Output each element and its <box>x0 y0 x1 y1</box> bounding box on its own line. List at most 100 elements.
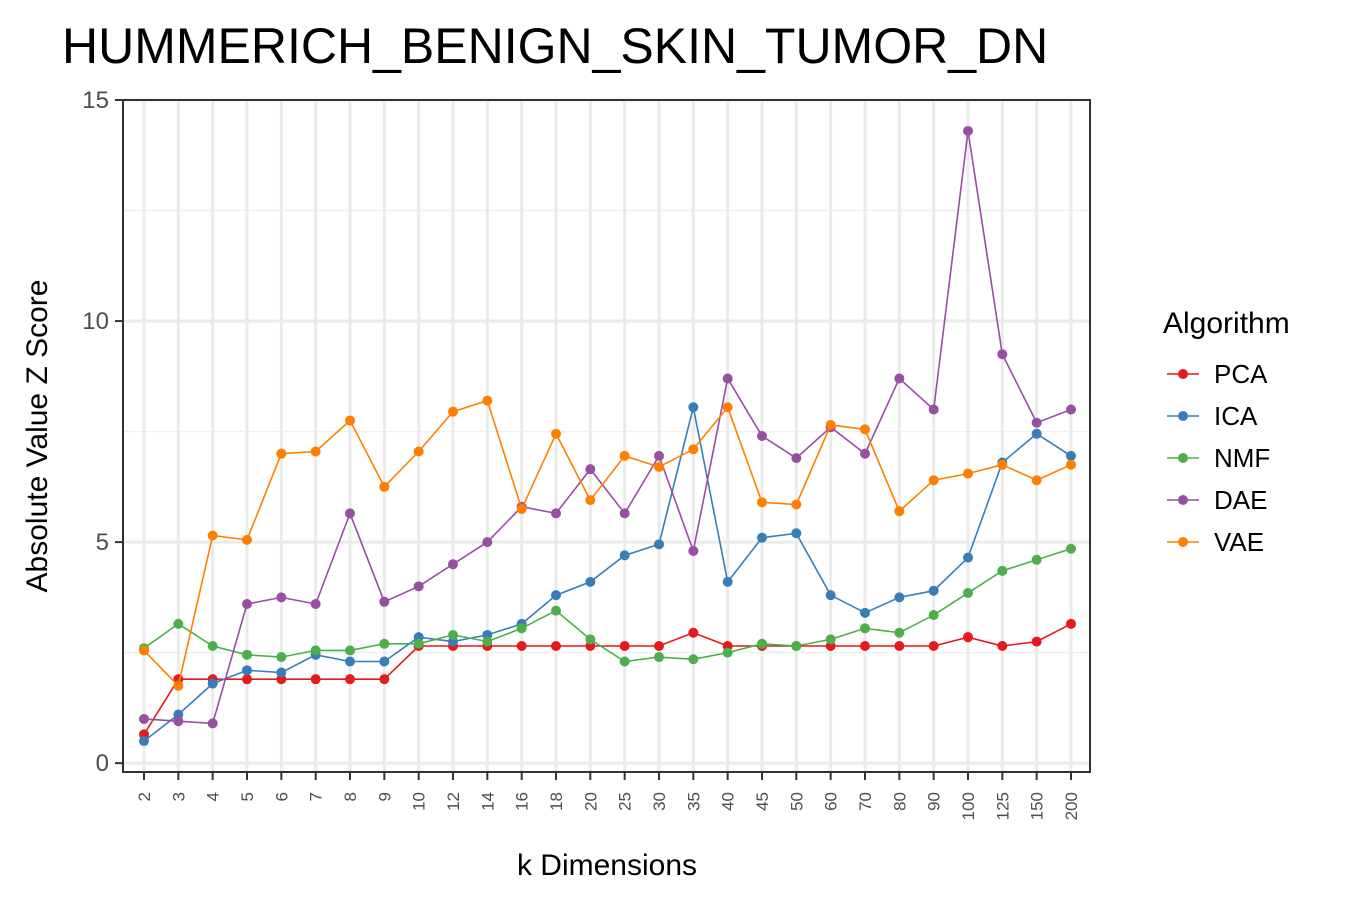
x-tick-label: 12 <box>444 792 463 811</box>
data-point-vae <box>310 446 321 457</box>
legend-item-pca: PCA <box>1167 359 1268 389</box>
data-point-vae <box>688 444 699 455</box>
data-point-dae <box>139 713 149 724</box>
x-tick-label: 45 <box>753 792 772 811</box>
data-point-vae <box>654 461 664 472</box>
data-point-vae <box>139 645 149 656</box>
data-point-pca <box>688 627 699 638</box>
data-point-nmf <box>173 618 184 629</box>
data-point-pca <box>1031 636 1042 647</box>
data-point-vae <box>1031 475 1042 486</box>
legend-key-point <box>1178 495 1188 505</box>
data-point-nmf <box>207 641 218 651</box>
data-point-nmf <box>791 641 802 651</box>
y-tick-label: 0 <box>96 750 109 777</box>
data-point-pca <box>963 632 973 643</box>
data-point-ica <box>551 590 561 601</box>
legend-key-point <box>1178 369 1188 379</box>
x-axis-title: k Dimensions <box>517 849 697 882</box>
x-tick-label: 4 <box>204 792 223 801</box>
data-point-dae <box>791 453 802 464</box>
data-point-nmf <box>1031 554 1042 565</box>
data-point-dae <box>1066 404 1076 415</box>
x-tick-label: 25 <box>616 792 635 811</box>
data-point-nmf <box>654 652 664 663</box>
data-point-nmf <box>688 654 699 665</box>
data-point-vae <box>894 506 905 517</box>
x-tick-label: 35 <box>684 792 703 811</box>
x-tick-label: 10 <box>410 792 429 811</box>
data-point-dae <box>482 537 493 548</box>
data-point-nmf <box>928 610 939 621</box>
data-point-vae <box>825 419 836 430</box>
data-point-nmf <box>722 647 733 658</box>
x-tick-label: 8 <box>341 792 360 801</box>
data-point-pca <box>1066 618 1076 629</box>
data-point-nmf <box>345 645 355 656</box>
x-tick-label: 80 <box>890 792 909 811</box>
data-point-pca <box>242 674 252 685</box>
data-point-dae <box>722 373 733 384</box>
data-point-nmf <box>551 605 561 616</box>
legend-items: PCA ICA NMF DAE VAE <box>1167 359 1270 557</box>
data-point-vae <box>1066 459 1076 470</box>
data-point-vae <box>276 448 287 459</box>
data-point-vae <box>207 530 218 541</box>
x-tick-label: 150 <box>1028 792 1047 820</box>
x-tick-label: 5 <box>238 792 257 801</box>
legend-item-ica: ICA <box>1167 401 1258 431</box>
data-point-vae <box>963 468 973 479</box>
data-point-dae <box>585 464 596 475</box>
x-tick-label: 60 <box>822 792 841 811</box>
x-tick-label: 200 <box>1062 792 1081 820</box>
data-point-vae <box>551 428 561 439</box>
data-point-dae <box>860 448 870 459</box>
legend-label: NMF <box>1214 443 1270 473</box>
data-point-ica <box>276 667 287 678</box>
data-point-dae <box>894 373 905 384</box>
data-point-dae <box>448 559 458 570</box>
data-point-vae <box>585 495 596 506</box>
data-point-pca <box>310 674 321 685</box>
series-line-dae <box>143 130 1072 725</box>
y-tick-label: 10 <box>82 308 109 335</box>
y-tick-label: 5 <box>96 529 109 556</box>
data-point-dae <box>207 718 218 729</box>
legend-item-dae: DAE <box>1167 485 1267 515</box>
data-point-vae <box>791 499 802 510</box>
data-point-dae <box>173 716 184 727</box>
data-point-pca <box>516 641 527 651</box>
data-point-dae <box>345 508 355 519</box>
data-point-nmf <box>242 649 252 660</box>
data-point-ica <box>139 736 149 747</box>
data-point-ica <box>654 539 664 550</box>
series-line-pca <box>143 623 1072 735</box>
x-tick-label: 90 <box>925 792 944 811</box>
data-point-dae <box>963 125 973 136</box>
data-point-pca <box>894 641 905 651</box>
x-tick-label: 70 <box>856 792 875 811</box>
data-point-vae <box>757 497 767 508</box>
data-point-nmf <box>894 627 905 638</box>
data-point-dae <box>928 404 939 415</box>
data-point-nmf <box>619 656 630 667</box>
data-point-dae <box>276 592 287 603</box>
x-tick-label: 18 <box>547 792 566 811</box>
data-point-vae <box>722 402 733 413</box>
data-point-ica <box>585 576 596 587</box>
x-tick-label: 125 <box>993 792 1012 820</box>
data-point-nmf <box>448 629 458 640</box>
data-point-dae <box>413 581 424 592</box>
data-point-ica <box>1066 450 1076 461</box>
data-point-pca <box>928 641 939 651</box>
data-point-dae <box>551 508 561 519</box>
legend-item-nmf: NMF <box>1167 443 1270 473</box>
data-point-ica <box>688 402 699 413</box>
data-point-nmf <box>516 623 527 634</box>
legend-item-vae: VAE <box>1167 527 1264 557</box>
panel-border <box>122 99 1091 773</box>
legend: Algorithm PCA ICA NMF DAE VAE <box>1163 307 1290 557</box>
legend-label: PCA <box>1214 359 1268 389</box>
x-tick-label: 2 <box>135 792 154 801</box>
